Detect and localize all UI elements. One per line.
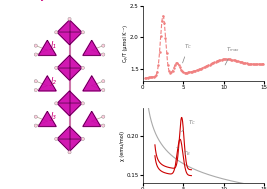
Circle shape (102, 53, 105, 56)
Circle shape (81, 102, 84, 105)
Circle shape (55, 102, 58, 105)
Circle shape (102, 88, 105, 92)
Circle shape (34, 124, 37, 127)
Polygon shape (38, 40, 56, 55)
Circle shape (102, 80, 105, 83)
Polygon shape (57, 91, 82, 116)
Circle shape (68, 151, 71, 154)
Polygon shape (83, 76, 101, 91)
Circle shape (34, 44, 37, 47)
Circle shape (55, 66, 58, 69)
Circle shape (55, 31, 58, 34)
Polygon shape (57, 55, 82, 80)
Circle shape (34, 115, 37, 118)
Text: J₂: J₂ (51, 77, 57, 86)
Circle shape (81, 31, 84, 34)
Y-axis label: Cₚ/T (μmol K⁻²): Cₚ/T (μmol K⁻²) (123, 25, 128, 62)
Polygon shape (57, 126, 82, 151)
Polygon shape (83, 111, 101, 126)
Polygon shape (38, 111, 56, 126)
Circle shape (34, 80, 37, 83)
Circle shape (68, 17, 71, 21)
Polygon shape (57, 20, 82, 45)
Text: $T_B$: $T_B$ (177, 148, 191, 158)
Text: $T_C$: $T_C$ (182, 118, 196, 132)
Circle shape (55, 137, 58, 140)
Circle shape (81, 137, 84, 140)
Polygon shape (83, 40, 101, 55)
Text: $T_{max}$: $T_{max}$ (225, 45, 240, 65)
Circle shape (34, 53, 37, 56)
Text: $T_C$: $T_C$ (183, 43, 192, 63)
Circle shape (102, 115, 105, 118)
Y-axis label: χ (emu/mol): χ (emu/mol) (120, 131, 125, 160)
Circle shape (34, 88, 37, 92)
Text: J₁: J₁ (51, 41, 57, 50)
Text: J₃: J₃ (51, 112, 57, 121)
Polygon shape (38, 76, 56, 91)
Text: (PyH)CsCo₂(NO₃)₆: (PyH)CsCo₂(NO₃)₆ (32, 0, 107, 1)
Circle shape (102, 44, 105, 47)
Circle shape (102, 124, 105, 127)
Circle shape (81, 66, 84, 69)
